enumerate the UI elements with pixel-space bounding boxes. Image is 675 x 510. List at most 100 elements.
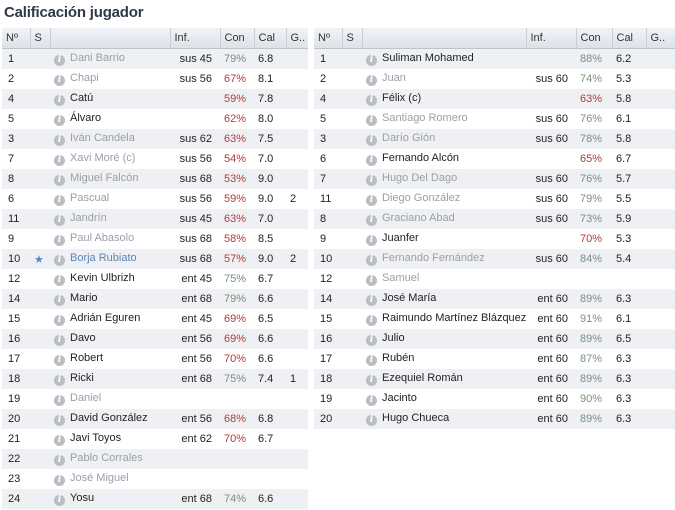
player-row[interactable]: 12 i Kevin Ulbrizh ent 45 75% 6.7: [2, 269, 308, 289]
player-name-text[interactable]: Chapi: [70, 72, 99, 84]
player-row[interactable]: 24 i Yosu ent 68 74% 6.6: [2, 489, 308, 509]
player-name-text[interactable]: Catú: [70, 92, 94, 104]
info-icon[interactable]: i: [54, 75, 65, 86]
player-name-text[interactable]: Dani Barrio: [70, 52, 126, 64]
col-header-name[interactable]: [362, 28, 527, 49]
player-name-text[interactable]: Santiago Romero: [382, 112, 468, 124]
player-name-text[interactable]: Jacinto: [382, 392, 417, 404]
info-icon[interactable]: i: [54, 255, 65, 266]
player-name-text[interactable]: Jandrín: [70, 212, 107, 224]
player-name-text[interactable]: Paul Abasolo: [70, 232, 135, 244]
player-row[interactable]: 4 i Catú 59% 7.8: [2, 89, 308, 109]
player-row[interactable]: 6 i Fernando Alcón 65% 6.7: [314, 149, 675, 169]
player-row[interactable]: 7 i Xavi Moré (c) sus 56 54% 7.0: [2, 149, 308, 169]
info-icon[interactable]: i: [366, 215, 377, 226]
player-row[interactable]: 5 i Álvaro 62% 8.0: [2, 109, 308, 129]
col-header-inf[interactable]: Inf.: [170, 28, 221, 49]
player-name-text[interactable]: Álvaro: [70, 112, 102, 124]
info-icon[interactable]: i: [366, 135, 377, 146]
player-name-text[interactable]: Ricki: [70, 372, 94, 384]
info-icon[interactable]: i: [366, 195, 377, 206]
info-icon[interactable]: i: [366, 315, 377, 326]
player-name-text[interactable]: Mario: [70, 292, 98, 304]
player-row[interactable]: 22 i Pablo Corrales: [2, 449, 308, 469]
info-icon[interactable]: i: [54, 235, 65, 246]
info-icon[interactable]: i: [54, 295, 65, 306]
info-icon[interactable]: i: [54, 315, 65, 326]
info-icon[interactable]: i: [54, 115, 65, 126]
player-row[interactable]: 19 i Jacinto ent 60 90% 6.3: [314, 389, 675, 409]
player-row[interactable]: 1 i Suliman Mohamed 88% 6.2: [314, 48, 675, 69]
player-name-text[interactable]: Daniel: [70, 392, 102, 404]
player-row[interactable]: 20 i Hugo Chueca ent 60 89% 6.3: [314, 409, 675, 429]
player-name-text[interactable]: Samuel: [382, 272, 420, 284]
player-name-text[interactable]: Fernando Alcón: [382, 152, 460, 164]
player-row[interactable]: 1 i Dani Barrio sus 45 79% 6.8: [2, 48, 308, 69]
col-header-goals[interactable]: G..: [646, 28, 675, 49]
player-name-text[interactable]: Ezequiel Román: [382, 372, 463, 384]
info-icon[interactable]: i: [54, 55, 65, 66]
player-row[interactable]: 19 i Daniel: [2, 389, 308, 409]
player-row[interactable]: 16 i Davo ent 56 69% 6.6: [2, 329, 308, 349]
col-header-status[interactable]: S: [342, 28, 363, 49]
player-name-text[interactable]: Juanfer: [382, 232, 419, 244]
col-header-number[interactable]: Nº: [2, 28, 31, 49]
info-icon[interactable]: i: [54, 435, 65, 446]
player-row[interactable]: 10 ★ i Borja Rubiato sus 68 57% 9.0 2: [2, 249, 308, 269]
player-name-text[interactable]: Adrián Eguren: [70, 312, 141, 324]
player-row[interactable]: 11 i Jandrín sus 45 63% 7.0: [2, 209, 308, 229]
info-icon[interactable]: i: [366, 95, 377, 106]
player-name-text[interactable]: Robert: [70, 352, 104, 364]
player-name-text[interactable]: Xavi Moré (c): [70, 152, 136, 164]
player-name-text[interactable]: Julio: [382, 332, 405, 344]
info-icon[interactable]: i: [366, 275, 377, 286]
info-icon[interactable]: i: [54, 395, 65, 406]
info-icon[interactable]: i: [366, 335, 377, 346]
player-row[interactable]: 15 i Raimundo Martínez Blázquez ent 60 91% 6.…: [314, 309, 675, 329]
player-row[interactable]: 9 i Juanfer 70% 5.3: [314, 229, 675, 249]
player-row[interactable]: 7 i Hugo Del Dago sus 60 76% 5.7: [314, 169, 675, 189]
player-row[interactable]: 8 i Graciano Abad sus 60 73% 5.9: [314, 209, 675, 229]
player-row[interactable]: 12 i Samuel: [314, 269, 675, 289]
player-row[interactable]: 10 i Fernando Fernández sus 60 84% 5.4: [314, 249, 675, 269]
player-name-text[interactable]: Darío Gión: [382, 132, 436, 144]
info-icon[interactable]: i: [366, 415, 377, 426]
player-name-text[interactable]: Diego González: [382, 192, 461, 204]
info-icon[interactable]: i: [54, 375, 65, 386]
info-icon[interactable]: i: [366, 175, 377, 186]
player-name-text[interactable]: Pablo Corrales: [70, 452, 143, 464]
info-icon[interactable]: i: [54, 355, 65, 366]
col-header-number[interactable]: Nº: [314, 28, 343, 49]
player-name-text[interactable]: Juan: [382, 72, 406, 84]
player-name-text[interactable]: José Miguel: [70, 472, 129, 484]
info-icon[interactable]: i: [54, 175, 65, 186]
info-icon[interactable]: i: [54, 475, 65, 486]
player-row[interactable]: 21 i Javi Toyos ent 62 70% 6.7: [2, 429, 308, 449]
player-row[interactable]: 3 i Iván Candela sus 62 63% 7.5: [2, 129, 308, 149]
info-icon[interactable]: i: [366, 355, 377, 366]
player-row[interactable]: 20 i David González ent 56 68% 6.8: [2, 409, 308, 429]
player-name-text[interactable]: Pascual: [70, 192, 110, 204]
player-row[interactable]: 5 i Santiago Romero sus 60 76% 6.1: [314, 109, 675, 129]
col-header-cal[interactable]: Cal: [254, 28, 287, 49]
player-row[interactable]: 18 i Ricki ent 68 75% 7.4 1: [2, 369, 308, 389]
info-icon[interactable]: i: [54, 95, 65, 106]
player-row[interactable]: 16 i Julio ent 60 89% 6.5: [314, 329, 675, 349]
player-name-text[interactable]: David González: [70, 412, 148, 424]
info-icon[interactable]: i: [54, 415, 65, 426]
player-name-text[interactable]: Iván Candela: [70, 132, 135, 144]
player-row[interactable]: 17 i Rubén ent 60 87% 6.3: [314, 349, 675, 369]
col-header-con[interactable]: Con: [220, 28, 255, 49]
player-name-text[interactable]: Suliman Mohamed: [382, 52, 474, 64]
player-row[interactable]: 17 i Robert ent 56 70% 6.6: [2, 349, 308, 369]
player-row[interactable]: 23 i José Miguel: [2, 469, 308, 489]
player-name-text[interactable]: Davo: [70, 332, 96, 344]
info-icon[interactable]: i: [54, 455, 65, 466]
player-row[interactable]: 6 i Pascual sus 56 59% 9.0 2: [2, 189, 308, 209]
info-icon[interactable]: i: [54, 495, 65, 506]
info-icon[interactable]: i: [366, 295, 377, 306]
player-row[interactable]: 18 i Ezequiel Román ent 60 89% 6.3: [314, 369, 675, 389]
player-name-text[interactable]: Javi Toyos: [70, 432, 122, 444]
player-name-text[interactable]: Raimundo Martínez Blázquez: [382, 312, 526, 324]
player-row[interactable]: 14 i Mario ent 68 79% 6.6: [2, 289, 308, 309]
